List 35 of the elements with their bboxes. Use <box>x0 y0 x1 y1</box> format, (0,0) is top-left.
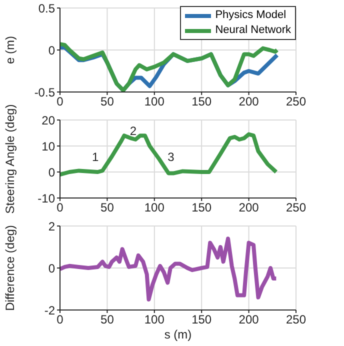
annotation: 1 <box>92 150 99 164</box>
y-tick-label: 0 <box>48 165 56 180</box>
y-tick-label: 10 <box>42 139 56 154</box>
annotation: 3 <box>168 150 174 164</box>
x-tick-label: 50 <box>100 312 114 327</box>
y-tick-label: 0 <box>48 43 56 58</box>
x-axis-title: s (m) <box>164 328 192 342</box>
x-tick-label: 100 <box>144 94 165 109</box>
y-axis-title: e (m) <box>3 36 17 64</box>
annotation: 2 <box>130 124 136 138</box>
legend-label: Neural Network <box>215 23 291 38</box>
x-tick-label: 200 <box>238 312 260 327</box>
x-tick-label: 150 <box>192 200 212 215</box>
y-tick-label: 20 <box>42 113 56 128</box>
y-axis-title: Steering Angle (deg) <box>3 104 17 214</box>
x-tick-label: 250 <box>286 312 306 327</box>
line-series <box>60 236 278 302</box>
legend-label: Physics Model <box>215 8 286 23</box>
x-tick-label: 50 <box>100 200 114 215</box>
x-tick-label: 250 <box>286 200 306 215</box>
y-tick-label: -2 <box>44 303 56 318</box>
y-tick-label: 0 <box>48 261 56 276</box>
x-tick-label: 250 <box>286 94 306 109</box>
y-axis-title: Difference (deg) <box>3 225 17 311</box>
x-tick-label: 100 <box>144 312 165 327</box>
y-tick-label: -10 <box>38 191 56 206</box>
x-tick-label: 100 <box>144 200 165 215</box>
y-tick-label: -0.5 <box>34 85 56 100</box>
x-tick-label: 200 <box>238 94 260 109</box>
y-tick-label: 0.5 <box>38 1 56 16</box>
x-tick-label: 150 <box>192 94 212 109</box>
x-tick-label: 150 <box>192 312 212 327</box>
x-tick-label: 50 <box>100 94 114 109</box>
x-tick-label: 200 <box>238 200 260 215</box>
y-tick-label: 2 <box>48 219 56 234</box>
